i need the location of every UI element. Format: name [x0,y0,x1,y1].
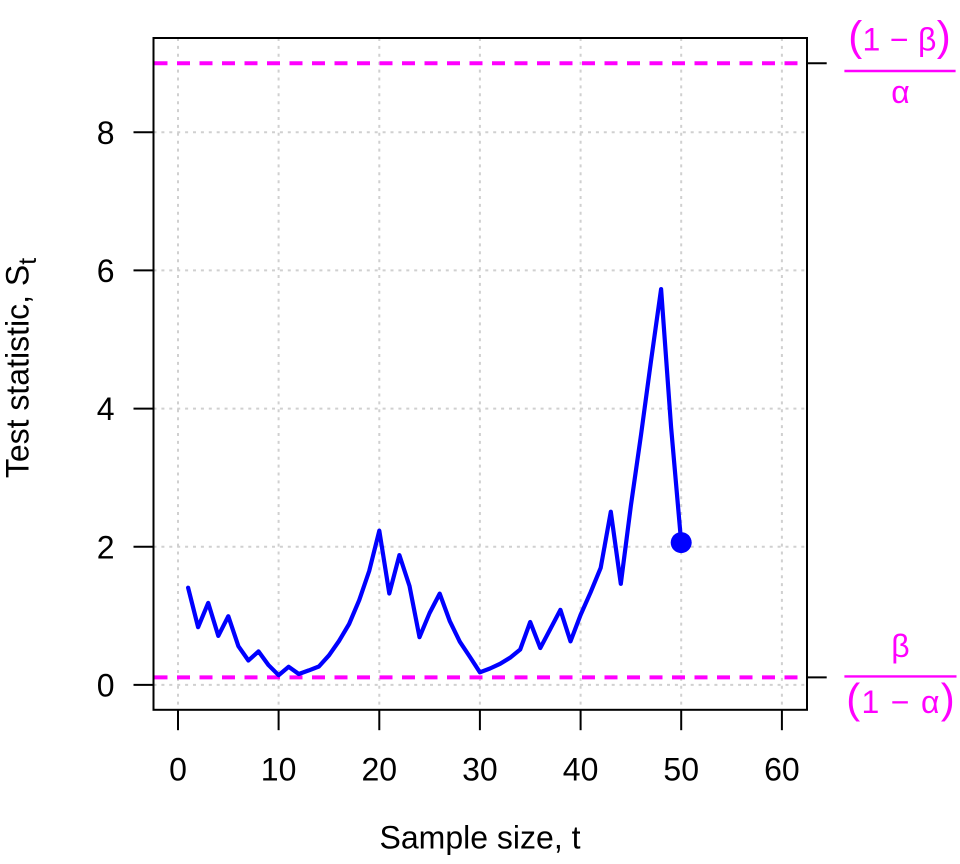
svg-text:Sample size, t: Sample size, t [380,820,581,856]
svg-text:4: 4 [97,391,115,427]
svg-text:0: 0 [169,752,187,788]
svg-text:50: 50 [663,752,699,788]
svg-text:Test statistic, St: Test statistic, St [0,258,42,478]
svg-text:α: α [891,74,910,110]
svg-text:β: β [891,628,909,664]
svg-text:2: 2 [97,529,115,565]
svg-text:40: 40 [563,752,599,788]
svg-text:6: 6 [97,253,115,289]
svg-text:0: 0 [97,667,115,703]
svg-text:10: 10 [261,752,297,788]
svg-text:60: 60 [764,752,800,788]
svg-text:20: 20 [362,752,398,788]
svg-text:30: 30 [462,752,498,788]
svg-text:(1 − α): (1 − α) [846,675,955,722]
svg-text:(1 − β): (1 − β) [848,13,951,60]
svg-text:8: 8 [97,115,115,151]
